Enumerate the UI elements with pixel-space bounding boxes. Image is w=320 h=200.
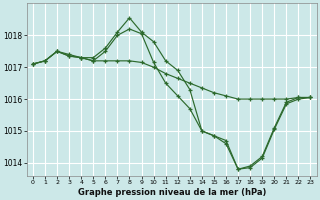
X-axis label: Graphe pression niveau de la mer (hPa): Graphe pression niveau de la mer (hPa) [77, 188, 266, 197]
